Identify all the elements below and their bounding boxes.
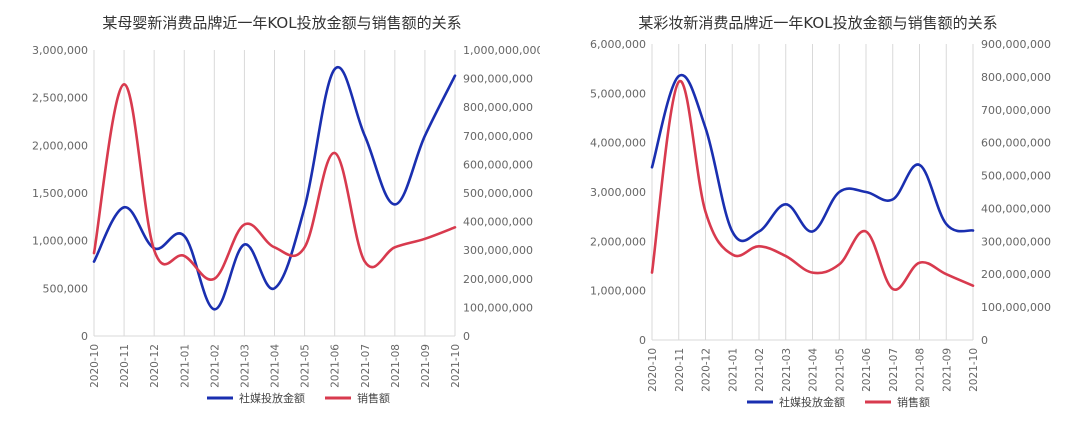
y-right-tick-label: 300,000,000 xyxy=(463,244,533,257)
series-line-kol-spend xyxy=(92,65,457,311)
y-right-tick-label: 500,000,000 xyxy=(463,187,533,200)
y-left-tick-label: 1,500,000 xyxy=(32,187,88,200)
y-left-tick-label: 3,000,000 xyxy=(32,44,88,57)
y-left-tick-label: 5,000,000 xyxy=(590,87,646,100)
y-right-tick-label: 100,000,000 xyxy=(463,301,533,314)
x-tick-label: 2021-02 xyxy=(754,348,766,392)
y-right-tick-label: 0 xyxy=(981,334,988,347)
y-left-tick-label: 3,000,000 xyxy=(590,186,646,199)
x-tick-label: 2021-05 xyxy=(300,344,312,388)
y-left-tick-label: 500,000 xyxy=(43,282,89,295)
x-tick-label: 2021-10 xyxy=(450,344,462,388)
x-tick-label: 2021-03 xyxy=(781,348,793,392)
y-right-tick-label: 900,000,000 xyxy=(981,38,1051,51)
x-tick-label: 2021-04 xyxy=(808,348,820,392)
y-left-tick-label: 1,000,000 xyxy=(32,235,88,248)
y-left-tick-label: 2,000,000 xyxy=(32,139,88,152)
chart-title: 某彩妆新消费品牌近一年KOL投放金额与销售额的关系 xyxy=(638,14,997,32)
y-right-tick-label: 800,000,000 xyxy=(463,101,533,114)
legend-label: 销售额 xyxy=(357,391,390,405)
x-tick-label: 2021-10 xyxy=(968,348,980,392)
series-line-sales xyxy=(650,80,975,291)
y-left-tick-label: 0 xyxy=(639,334,646,347)
y-left-tick-label: 2,000,000 xyxy=(590,235,646,248)
y-left-tick-label: 6,000,000 xyxy=(590,38,646,51)
y-right-tick-label: 800,000,000 xyxy=(981,71,1051,84)
y-left-tick-label: 1,000,000 xyxy=(590,285,646,298)
mother-baby-brand-chart: 某母婴新消费品牌近一年KOL投放金额与销售额的关系 0 500,000 1,000,0… xyxy=(32,14,540,405)
x-tick-label: 2021-06 xyxy=(861,348,873,392)
y-right-tick-label: 700,000,000 xyxy=(981,104,1051,117)
y-right-tick-label: 700,000,000 xyxy=(463,130,533,143)
y-right-tick-label: 200,000,000 xyxy=(463,273,533,286)
x-tick-label: 2021-05 xyxy=(834,348,846,392)
y-right-tick-label: 600,000,000 xyxy=(463,158,533,171)
x-tick-label: 2020-11 xyxy=(119,344,131,388)
x-tick-label: 2021-03 xyxy=(239,344,251,388)
x-tick-label: 2020-12 xyxy=(149,344,161,388)
y-left-tick-label: 0 xyxy=(81,330,88,343)
x-tick-label: 2021-07 xyxy=(360,344,372,388)
series-line-sales xyxy=(92,82,457,281)
y-right-tick-label: 0 xyxy=(463,330,470,343)
cosmetics-brand-chart: 某彩妆新消费品牌近一年KOL投放金额与销售额的关系 0 1,000,000 2,000… xyxy=(590,14,1051,409)
chart-title: 某母婴新消费品牌近一年KOL投放金额与销售额的关系 xyxy=(102,14,461,32)
x-tick-label: 2021-08 xyxy=(390,344,402,388)
x-tick-label: 2021-09 xyxy=(420,344,432,388)
y-left-tick-label: 4,000,000 xyxy=(590,137,646,150)
y-right-tick-label: 500,000,000 xyxy=(981,170,1051,183)
x-tick-label: 2020-11 xyxy=(674,348,686,392)
y-right-tick-label: 400,000,000 xyxy=(463,216,533,229)
y-right-tick-label: 400,000,000 xyxy=(981,202,1051,215)
legend-label: 社媒投放金额 xyxy=(779,395,845,409)
x-tick-label: 2021-07 xyxy=(888,348,900,392)
y-right-tick-label: 200,000,000 xyxy=(981,268,1051,281)
x-tick-label: 2020-10 xyxy=(647,348,659,392)
y-right-tick-label: 100,000,000 xyxy=(981,301,1051,314)
legend-label: 社媒投放金额 xyxy=(239,391,305,405)
x-tick-label: 2020-12 xyxy=(701,348,713,392)
x-tick-label: 2021-04 xyxy=(270,344,282,388)
y-right-tick-label: 900,000,000 xyxy=(463,73,533,86)
x-tick-label: 2021-02 xyxy=(209,344,221,388)
series-line-kol-spend xyxy=(650,73,975,243)
y-right-tick-label: 300,000,000 xyxy=(981,235,1051,248)
y-right-tick-label: 1,000,000,000 xyxy=(463,44,540,57)
y-left-tick-label: 2,500,000 xyxy=(32,92,88,105)
x-tick-label: 2021-01 xyxy=(727,348,739,392)
x-tick-label: 2020-10 xyxy=(89,344,101,388)
legend-label: 销售额 xyxy=(897,395,930,409)
x-tick-label: 2021-09 xyxy=(941,348,953,392)
y-right-tick-label: 600,000,000 xyxy=(981,137,1051,150)
x-tick-label: 2021-01 xyxy=(179,344,191,388)
x-tick-label: 2021-08 xyxy=(915,348,927,392)
x-tick-label: 2021-06 xyxy=(330,344,342,388)
